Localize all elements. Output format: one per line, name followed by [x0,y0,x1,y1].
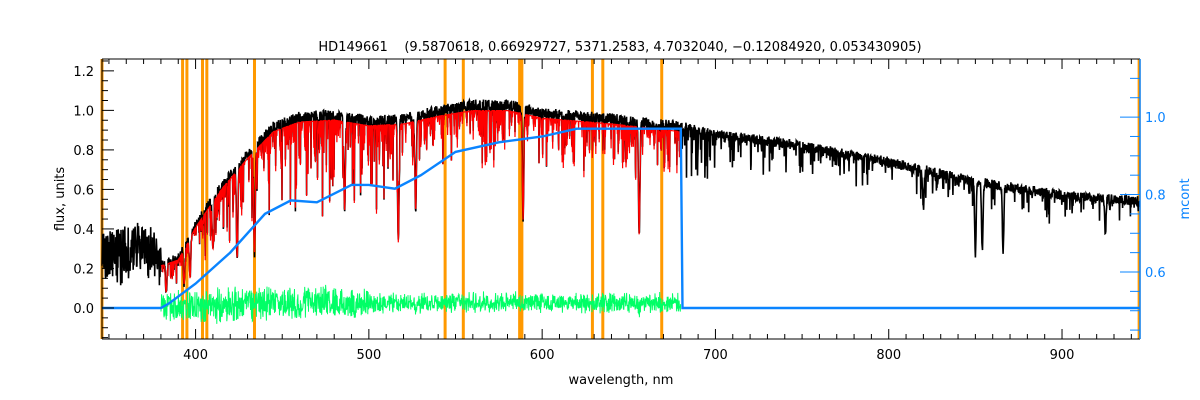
mask-line-13 [1137,59,1141,339]
mask-line-3 [201,59,205,339]
mask-line-10 [590,59,594,339]
residual-line [160,284,682,324]
x-tick-label: 500 [356,348,381,363]
y-tick-label: 0.0 [73,302,94,317]
mask-line-6 [443,59,447,339]
mask-line-5 [252,59,256,339]
y-tick-label: 0.6 [73,183,94,198]
mask-line-4 [205,59,209,339]
y2-tick-label: 0.6 [1145,266,1166,281]
y-tick-label: 0.8 [73,144,94,159]
y-axis-label: flux, units [53,167,68,232]
mask-line-12 [660,59,664,339]
y-tick-label: 1.2 [73,65,94,80]
y2-tick-label: 1.0 [1145,111,1166,126]
x-tick-label: 900 [1050,348,1075,363]
y-tick-label: 0.4 [73,223,94,238]
mask-line-11 [601,59,605,339]
mcont-line [102,127,1140,310]
x-tick-label: 800 [876,348,901,363]
y2-tick-label: 0.8 [1145,189,1166,204]
y-tick-label: 0.2 [73,262,94,277]
x-axis-label: wavelength, nm [569,373,674,388]
x-tick-label: 600 [530,348,555,363]
mask-line-8 [518,59,522,339]
y-tick-label: 1.0 [73,104,94,119]
mask-line-1 [181,59,185,339]
model-fit-line [160,109,681,293]
chart-title: HD149661 (9.5870618, 0.66929727, 5371.25… [318,40,921,55]
mask-line-2 [185,59,189,339]
x-tick-label: 400 [183,348,208,363]
y2-axis-label: mcont [1178,178,1193,219]
x-tick-label: 700 [703,348,728,363]
mask-line-7 [461,59,465,339]
